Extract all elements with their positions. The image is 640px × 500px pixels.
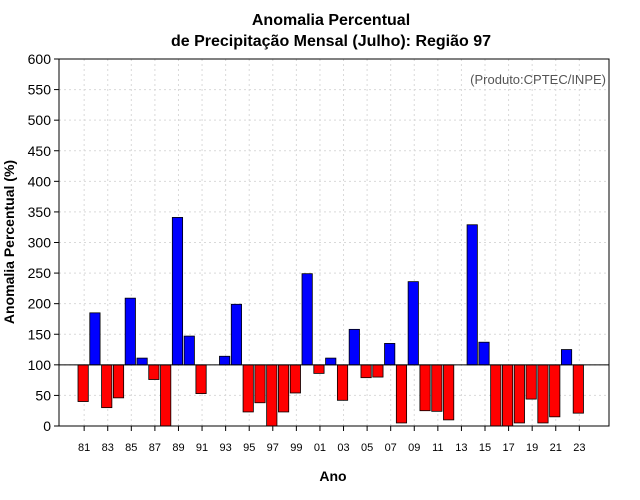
bar-2015 xyxy=(478,341,490,366)
x-tick-label: 13 xyxy=(455,442,467,454)
bar-2012 xyxy=(443,364,455,421)
y-tick-label: 600 xyxy=(28,51,52,67)
y-tick-label: 0 xyxy=(43,418,51,434)
y-tick-label: 150 xyxy=(28,326,52,342)
x-tick-label: 11 xyxy=(432,442,443,454)
x-tick-label: 09 xyxy=(408,442,420,454)
x-tick-label: 99 xyxy=(290,442,302,454)
y-tick-label: 250 xyxy=(28,265,52,281)
credit-text: (Produto:CPTEC/INPE) xyxy=(470,72,606,87)
x-tick-label: 17 xyxy=(502,442,514,454)
x-tick-label: 89 xyxy=(172,442,184,454)
bar-2023 xyxy=(572,364,584,414)
y-tick-label: 50 xyxy=(35,387,51,403)
x-tick-label: 81 xyxy=(78,442,90,454)
bar-2011 xyxy=(431,364,443,412)
x-axis-label: Ano xyxy=(319,468,346,484)
x-tick-label: 97 xyxy=(267,442,279,454)
bar-2006 xyxy=(372,364,384,378)
x-tick-label: 03 xyxy=(337,442,349,454)
x-tick-label: 95 xyxy=(243,442,255,454)
y-axis: 0 50 100 150 200 250 300 350 400 450 500 550 600 xyxy=(28,51,59,434)
y-tick-label: 300 xyxy=(28,235,52,251)
x-tick-label: 23 xyxy=(573,442,585,454)
bar-1999 xyxy=(289,364,301,394)
x-tick-label: 93 xyxy=(220,442,232,454)
bar-1993 xyxy=(219,355,231,366)
bar-1983 xyxy=(101,364,113,409)
chart-title-line1: Anomalia Percentual xyxy=(252,12,410,29)
bar-1996 xyxy=(254,364,266,404)
bar-2018 xyxy=(513,364,525,424)
bar-1997 xyxy=(266,364,278,427)
bar-1989 xyxy=(171,217,184,366)
bar-2022 xyxy=(560,349,573,366)
bar-2000 xyxy=(301,273,313,366)
x-tick-label: 01 xyxy=(314,442,326,454)
bar-2002 xyxy=(325,357,337,366)
bar-1982 xyxy=(89,312,101,366)
bar-2016 xyxy=(490,364,502,427)
x-tick-label: 05 xyxy=(361,442,373,454)
x-tick-label: 83 xyxy=(102,442,114,454)
bar-1987 xyxy=(148,364,160,380)
bar-2019 xyxy=(525,364,537,400)
bar-2021 xyxy=(549,364,561,418)
bar-2010 xyxy=(419,364,431,412)
y-tick-label: 200 xyxy=(28,296,52,312)
x-tick-label: 85 xyxy=(125,442,137,454)
bar-2003 xyxy=(336,364,349,401)
bar-1994 xyxy=(230,303,242,366)
y-tick-label: 400 xyxy=(28,173,52,189)
x-tick-label: 21 xyxy=(550,442,562,454)
chart-title-line2: de Precipitação Mensal (Julho): Região 9… xyxy=(171,33,491,50)
bar-2017 xyxy=(502,364,514,427)
bar-2005 xyxy=(360,364,372,379)
bar-2001 xyxy=(313,364,325,374)
bar-1988 xyxy=(160,364,172,427)
bar-1985 xyxy=(124,297,136,366)
x-tick-label: 07 xyxy=(385,442,397,454)
y-tick-label: 550 xyxy=(28,82,52,98)
x-tick-label: 91 xyxy=(196,442,208,454)
bars xyxy=(77,217,584,427)
x-tick-label: 15 xyxy=(479,442,491,454)
y-tick-label: 350 xyxy=(28,204,52,220)
x-tick-label: 87 xyxy=(149,442,161,454)
bar-2014 xyxy=(466,224,478,366)
y-tick-label: 100 xyxy=(28,357,52,373)
bar-1981 xyxy=(77,364,89,402)
bar-1984 xyxy=(112,364,125,399)
y-axis-label: Anomalia Percentual (%) xyxy=(1,160,17,324)
bar-2020 xyxy=(537,364,549,424)
x-axis: 81 83 85 87 89 91 93 95 97 99 01 03 05 07 09 11 13 15 17 19… xyxy=(78,426,585,454)
y-tick-label: 450 xyxy=(28,143,52,159)
bar-2007 xyxy=(384,343,396,366)
bar-1998 xyxy=(278,364,290,413)
y-tick-label: 500 xyxy=(28,112,52,128)
bar-1991 xyxy=(195,364,207,394)
bar-2009 xyxy=(407,281,419,366)
bar-2008 xyxy=(395,364,408,424)
bar-1990 xyxy=(183,335,195,366)
bar-2004 xyxy=(348,328,360,366)
x-tick-label: 19 xyxy=(526,442,538,454)
bar-1986 xyxy=(136,357,148,366)
bar-1995 xyxy=(242,364,254,413)
